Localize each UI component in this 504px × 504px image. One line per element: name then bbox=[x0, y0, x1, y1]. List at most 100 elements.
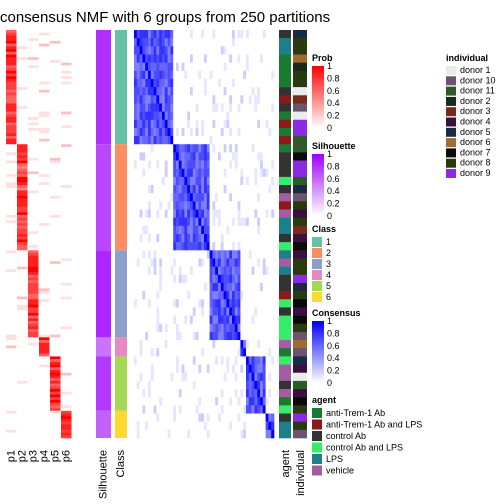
consensus-cell bbox=[268, 119, 272, 129]
consensus-cell bbox=[136, 250, 140, 259]
consensus-cell bbox=[251, 87, 255, 96]
consensus-cell bbox=[251, 152, 255, 161]
consensus-cell bbox=[246, 282, 250, 292]
consensus-cell bbox=[209, 201, 213, 210]
consensus-cell bbox=[206, 201, 210, 210]
consensus-cell bbox=[181, 380, 185, 390]
prob-cell bbox=[6, 220, 17, 224]
consensus-cell bbox=[243, 405, 247, 414]
consensus-cell bbox=[248, 299, 252, 308]
consensus-cell bbox=[232, 62, 236, 72]
consensus-legend-tick: 0.8 bbox=[327, 328, 340, 338]
consensus-cell bbox=[262, 217, 266, 227]
consensus-cell bbox=[248, 389, 252, 398]
consensus-cell bbox=[170, 372, 174, 382]
consensus-cell bbox=[243, 348, 247, 357]
prob-cell bbox=[50, 413, 61, 439]
consensus-cell bbox=[229, 54, 233, 63]
prob-cell bbox=[17, 206, 28, 213]
consensus-cell bbox=[265, 152, 269, 161]
agent-cell bbox=[279, 144, 291, 153]
consensus-cell bbox=[265, 78, 269, 88]
consensus-cell bbox=[192, 185, 196, 194]
consensus-cell bbox=[234, 291, 238, 300]
consensus-cell bbox=[268, 193, 272, 202]
consensus-cell bbox=[254, 70, 258, 80]
consensus-cell bbox=[184, 176, 188, 186]
consensus-cell bbox=[248, 340, 252, 349]
consensus-cell bbox=[240, 160, 244, 170]
prob-cell bbox=[39, 367, 50, 439]
consensus-cell bbox=[226, 258, 230, 267]
consensus-cell bbox=[206, 87, 210, 96]
consensus-cell bbox=[167, 364, 171, 374]
consensus-cell bbox=[265, 127, 269, 137]
consensus-cell bbox=[257, 242, 261, 251]
prob-cell bbox=[6, 81, 17, 91]
consensus-cell bbox=[257, 217, 261, 227]
consensus-cell bbox=[159, 291, 163, 300]
agent-column bbox=[279, 30, 291, 439]
consensus-cell bbox=[248, 95, 252, 104]
consensus-cell bbox=[240, 87, 244, 96]
agent-cell bbox=[279, 54, 291, 63]
consensus-cell bbox=[192, 250, 196, 259]
consensus-cell bbox=[265, 389, 269, 398]
consensus-cell bbox=[209, 176, 213, 186]
consensus-cell bbox=[268, 307, 272, 316]
consensus-cell bbox=[215, 201, 219, 210]
consensus-cell bbox=[181, 176, 185, 186]
agent-cell bbox=[279, 38, 291, 47]
consensus-cell bbox=[212, 380, 216, 390]
consensus-cell bbox=[145, 348, 149, 357]
consensus-cell bbox=[237, 38, 241, 47]
consensus-cell bbox=[229, 397, 233, 406]
consensus-cell bbox=[262, 168, 266, 178]
consensus-cell bbox=[268, 127, 272, 137]
prob-cell bbox=[61, 391, 72, 395]
consensus-cell bbox=[173, 234, 177, 243]
consensus-cell bbox=[268, 356, 272, 365]
consensus-cell bbox=[251, 225, 255, 235]
consensus-cell bbox=[164, 176, 168, 186]
consensus-cell bbox=[204, 95, 208, 104]
consensus-cell bbox=[190, 348, 194, 357]
consensus-cell bbox=[243, 152, 247, 161]
consensus-cell bbox=[178, 62, 182, 72]
consensus-cell bbox=[167, 291, 171, 300]
consensus-cell bbox=[134, 209, 138, 218]
prob-cell bbox=[61, 114, 72, 126]
consensus-cell bbox=[215, 30, 219, 39]
consensus-cell bbox=[190, 291, 194, 300]
consensus-cell bbox=[150, 30, 154, 39]
consensus-cell bbox=[204, 348, 208, 357]
consensus-cell bbox=[181, 266, 185, 276]
consensus-cell bbox=[162, 168, 166, 178]
consensus-cell bbox=[145, 78, 149, 88]
consensus-cell bbox=[234, 144, 238, 153]
consensus-cell bbox=[262, 331, 266, 341]
consensus-cell bbox=[159, 111, 163, 121]
consensus-cell bbox=[145, 119, 149, 129]
consensus-cell bbox=[187, 323, 191, 333]
consensus-cell bbox=[246, 78, 250, 88]
consensus-cell bbox=[215, 356, 219, 365]
prob-cell bbox=[28, 282, 39, 295]
consensus-cell bbox=[257, 62, 261, 72]
consensus-cell bbox=[206, 193, 210, 202]
consensus-cell bbox=[195, 405, 199, 414]
consensus-cell bbox=[139, 54, 143, 63]
consensus-cell bbox=[145, 54, 149, 63]
consensus-cell bbox=[173, 356, 177, 365]
consensus-cell bbox=[265, 413, 269, 422]
consensus-cell bbox=[223, 348, 227, 357]
consensus-cell bbox=[254, 323, 258, 333]
consensus-cell bbox=[257, 78, 261, 88]
consensus-cell bbox=[134, 274, 138, 284]
class-legend-label: 2 bbox=[326, 248, 331, 258]
individual-cell bbox=[293, 405, 307, 414]
consensus-cell bbox=[195, 201, 199, 210]
consensus-cell bbox=[237, 282, 241, 292]
consensus-cell bbox=[170, 119, 174, 129]
prob-cell bbox=[17, 168, 28, 172]
